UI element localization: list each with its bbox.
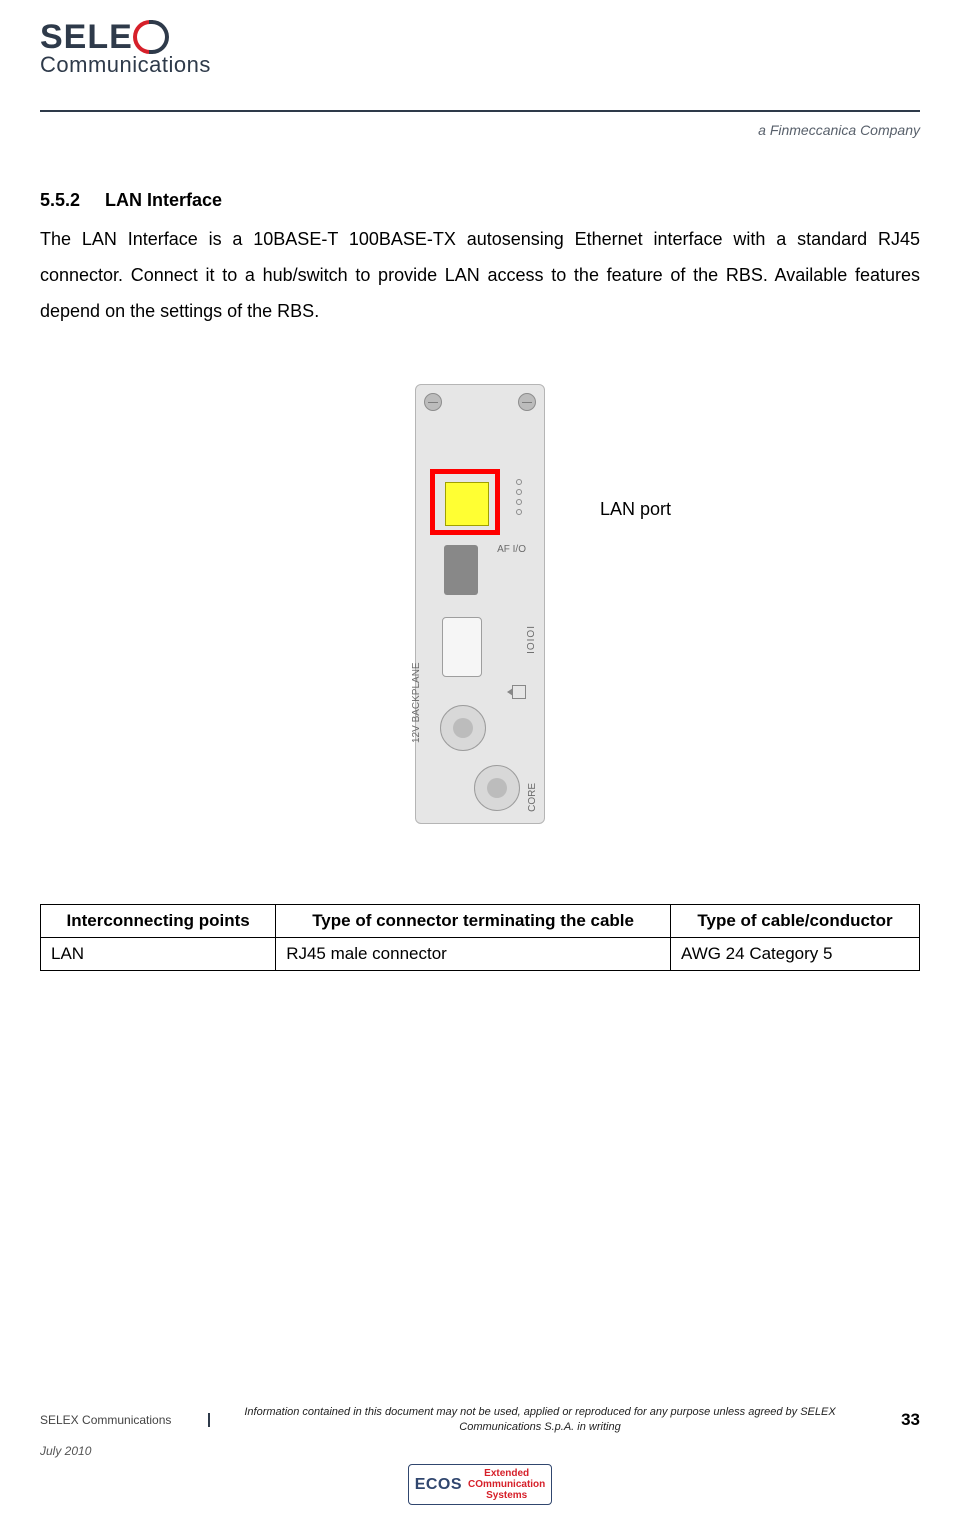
screw-icon: [518, 393, 536, 411]
company-logo: SELE Communications: [40, 20, 211, 78]
lan-port-callout: LAN port: [600, 499, 671, 520]
ecos-expansion: Extended COmmunication Systems: [468, 1468, 545, 1501]
backplane-label: 12V BACKPLANE: [411, 662, 422, 743]
lan-port-highlight: [430, 469, 500, 535]
ecos-line: COmmunication: [468, 1479, 545, 1490]
footer-company: SELEX Communications: [40, 1413, 210, 1427]
ioio-label: IOIOI: [526, 625, 537, 654]
table-cell: RJ45 male connector: [276, 938, 671, 971]
section-number: 5.5.2: [40, 190, 100, 211]
page-header: SELE Communications a Finmeccanica Compa…: [40, 20, 920, 140]
section-body: The LAN Interface is a 10BASE-T 100BASE-…: [40, 221, 920, 329]
page-footer: SELEX Communications Information contain…: [40, 1405, 920, 1505]
cable-table: Interconnecting points Type of connector…: [40, 904, 920, 971]
led-indicator-icon: [516, 509, 522, 515]
table-row: LAN RJ45 male connector AWG 24 Category …: [41, 938, 920, 971]
round-connector-icon: [440, 705, 486, 751]
af-io-label: AF I/O: [497, 545, 526, 555]
logo-main: SELE: [40, 20, 211, 54]
footer-notice: Information contained in this document m…: [210, 1405, 870, 1434]
logo-sub: Communications: [40, 52, 211, 78]
speaker-icon: [512, 685, 526, 699]
led-indicator-icon: [516, 489, 522, 495]
connector-icon: [442, 617, 482, 677]
round-connector-icon: [474, 765, 520, 811]
ecos-line: Systems: [486, 1490, 527, 1501]
section-title: LAN Interface: [105, 190, 222, 210]
led-indicator-icon: [516, 479, 522, 485]
table-header: Interconnecting points: [41, 905, 276, 938]
footer-date: July 2010: [40, 1444, 920, 1458]
ecos-line: Extended: [484, 1468, 529, 1479]
ecos-badge: ECOS Extended COmmunication Systems: [40, 1464, 920, 1505]
led-indicator-icon: [516, 499, 522, 505]
connector-icon: [444, 545, 478, 595]
ecos-logo-text: ECOS: [415, 1476, 462, 1494]
table-cell: AWG 24 Category 5: [670, 938, 919, 971]
table-header: Type of connector terminating the cable: [276, 905, 671, 938]
screw-icon: [424, 393, 442, 411]
lan-port-figure: AF I/O IOIOI 12V BACKPLANE CORE LAN port: [40, 384, 920, 844]
table-cell: LAN: [41, 938, 276, 971]
device-panel: AF I/O IOIOI 12V BACKPLANE CORE: [415, 384, 545, 824]
page-number: 33: [870, 1410, 920, 1430]
table-header: Type of cable/conductor: [670, 905, 919, 938]
header-rule: [40, 110, 920, 112]
rj45-port-icon: [445, 482, 489, 526]
section-heading: 5.5.2 LAN Interface: [40, 190, 920, 211]
tagline: a Finmeccanica Company: [758, 122, 920, 138]
core-label: CORE: [527, 783, 538, 812]
